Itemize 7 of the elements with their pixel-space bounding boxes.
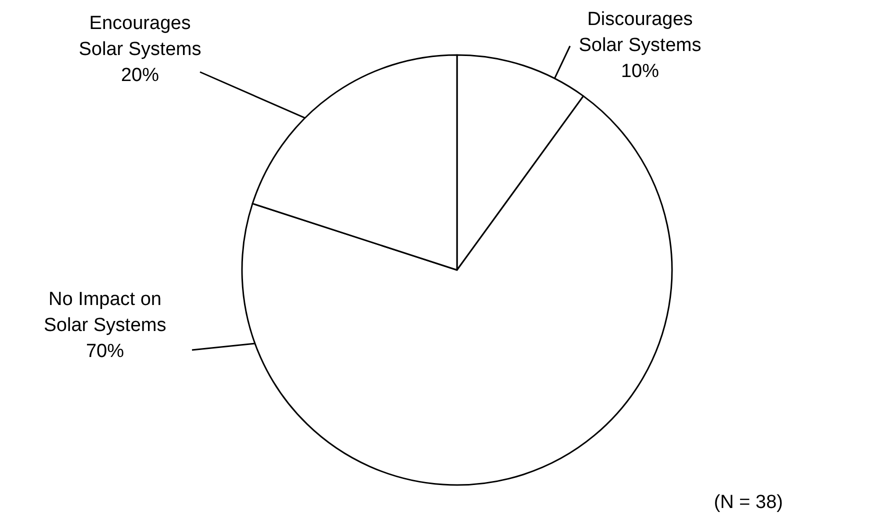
text: (N = 38) — [714, 492, 783, 513]
slice-label: Encourages Solar Systems — [78, 13, 202, 60]
data-label: 10% — [620, 61, 660, 82]
slice-label: No Impact on Solar Systems — [44, 289, 166, 336]
slice-label: Discourages Solar Systems — [578, 9, 702, 56]
data-label: 70% — [86, 341, 124, 362]
data-label: 20% — [120, 65, 160, 86]
